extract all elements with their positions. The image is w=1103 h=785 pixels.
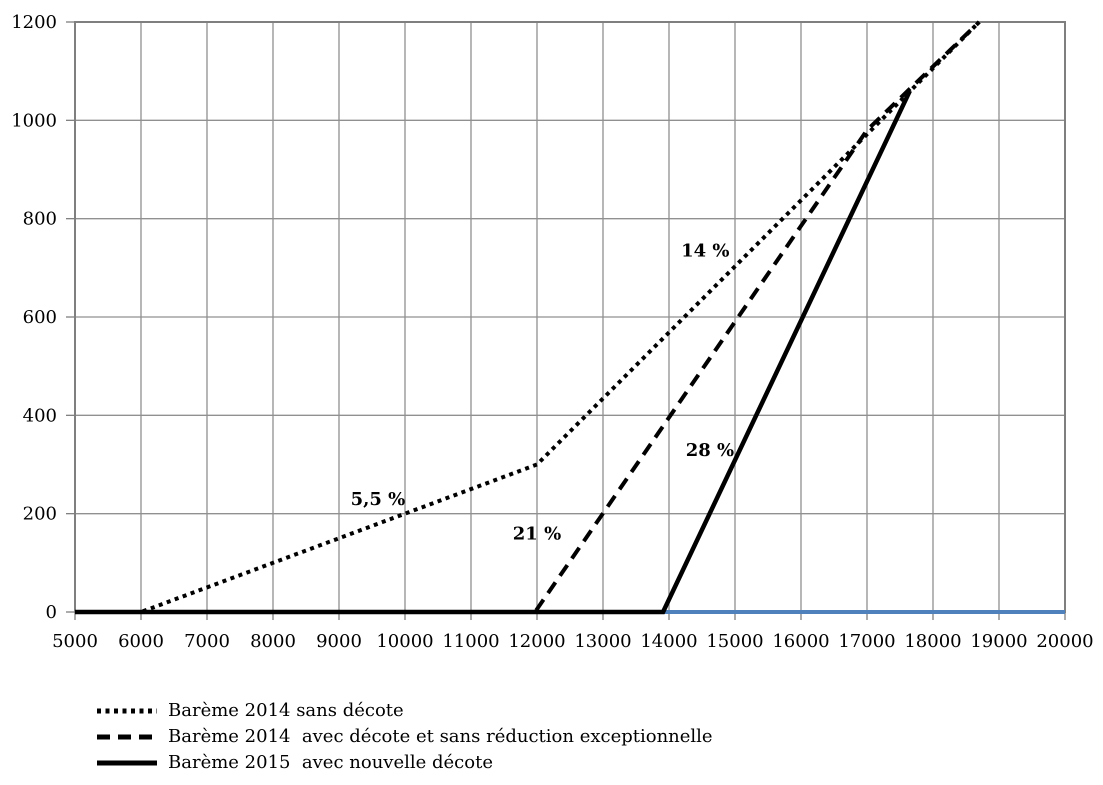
x-tick-label: 12000 — [508, 631, 565, 652]
series-line-bareme-2015-avec-nouvelle-decote — [75, 89, 912, 615]
series-line-bareme-2014-sans-decote — [75, 20, 981, 614]
legend-item-bareme-2014-sans-decote: Barème 2014 sans décote — [96, 698, 713, 724]
x-tick-label: 19000 — [970, 631, 1027, 652]
x-tick-label: 7000 — [184, 631, 230, 652]
legend-swatch-solid-line — [97, 760, 157, 766]
x-tick-label: 18000 — [904, 631, 961, 652]
legend-label: Barème 2014 avec décote et sans réductio… — [168, 726, 713, 747]
slope-annotation: 28 % — [686, 440, 734, 461]
x-tick-label: 10000 — [376, 631, 433, 652]
x-tick-label: 6000 — [118, 631, 164, 652]
legend-swatch-dashed-line — [97, 734, 157, 740]
x-tick-label: 9000 — [316, 631, 362, 652]
x-tick-label: 17000 — [838, 631, 895, 652]
chart-legend: Barème 2014 sans décote Barème 2014 avec … — [96, 698, 713, 776]
series-line-bareme-2014-avec-decote-sans-reduction — [75, 20, 981, 614]
y-tick-label: 400 — [23, 405, 57, 426]
legend-swatch-dotted-line — [97, 708, 157, 714]
legend-label: Barème 2014 sans décote — [168, 700, 404, 721]
x-tick-label: 15000 — [706, 631, 763, 652]
y-tick-label: 800 — [23, 209, 57, 230]
legend-item-bareme-2014-avec-decote-sans-reduction: Barème 2014 avec décote et sans réductio… — [96, 724, 713, 750]
x-tick-label: 5000 — [52, 631, 98, 652]
x-tick-label: 14000 — [640, 631, 697, 652]
tax-comparison-chart: 5000 6000 7000 8000 9000 10000 11000 12000 13000… — [11, 12, 1093, 652]
x-tick-label: 8000 — [250, 631, 296, 652]
x-tick-label: 11000 — [442, 631, 499, 652]
y-tick-label: 1200 — [11, 12, 57, 33]
x-tick-label: 13000 — [574, 631, 631, 652]
y-tick-label: 1000 — [11, 110, 57, 131]
x-tick-label: 16000 — [772, 631, 829, 652]
slope-annotation: 14 % — [681, 241, 729, 262]
slope-annotation: 21 % — [513, 523, 561, 544]
x-tick-label: 20000 — [1036, 631, 1093, 652]
y-tick-label: 0 — [46, 602, 57, 623]
y-tick-label: 600 — [23, 307, 57, 328]
legend-label: Barème 2015 avec nouvelle décote — [168, 752, 493, 773]
legend-item-bareme-2015-avec-nouvelle-decote: Barème 2015 avec nouvelle décote — [96, 750, 713, 776]
slope-annotation: 5,5 % — [351, 489, 406, 510]
y-tick-label: 200 — [23, 504, 57, 525]
